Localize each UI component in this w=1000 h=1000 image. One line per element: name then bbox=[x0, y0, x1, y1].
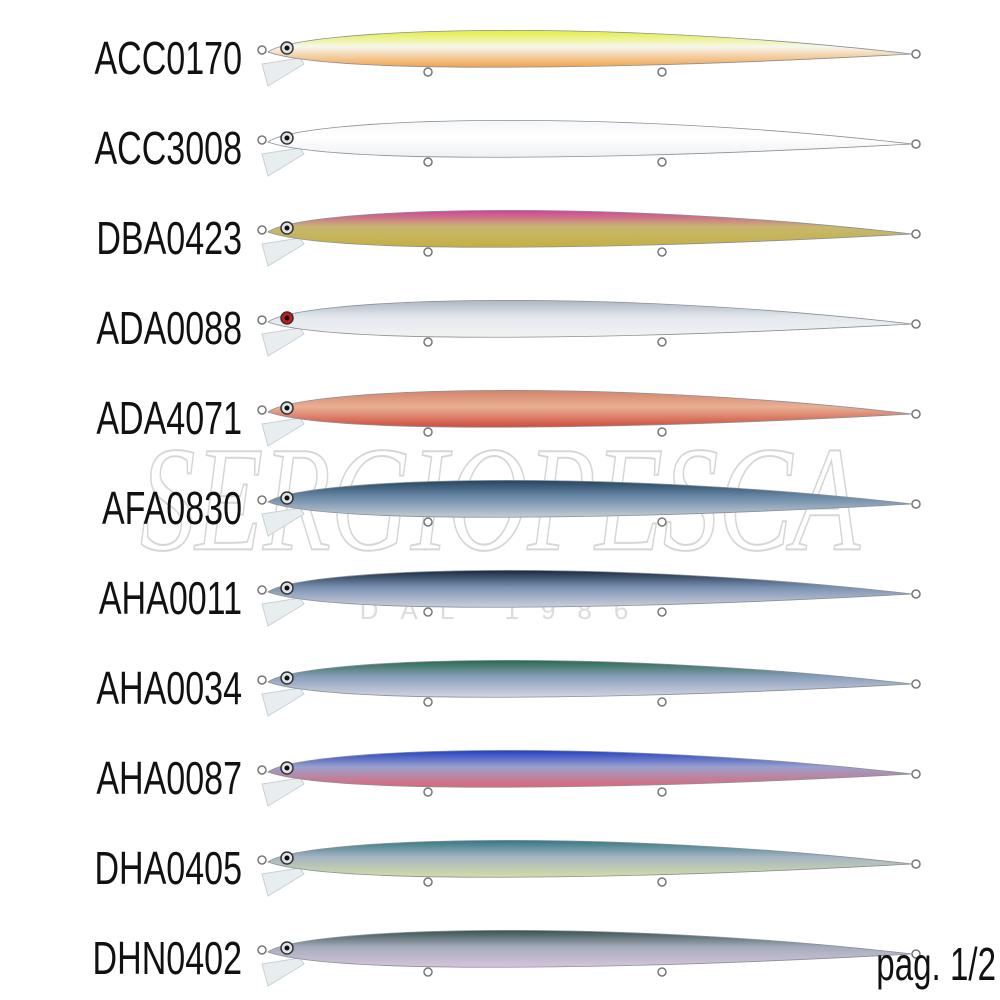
lure-pupil bbox=[284, 585, 290, 591]
lure-ring bbox=[257, 945, 267, 955]
lure-ring bbox=[423, 67, 433, 77]
lure-ring bbox=[423, 517, 433, 527]
lure-ring bbox=[657, 877, 667, 887]
page-number: pag. 1/2 bbox=[876, 940, 996, 990]
lure-lip bbox=[261, 327, 305, 357]
lure-body bbox=[267, 840, 913, 878]
lure-body bbox=[267, 660, 913, 698]
lure-code: ADA0088 bbox=[96, 302, 242, 354]
lure-pupil bbox=[284, 945, 290, 951]
lure-ring bbox=[911, 49, 921, 59]
lure-ring bbox=[911, 769, 921, 779]
lure-pupil bbox=[284, 135, 290, 141]
lure-ring bbox=[257, 405, 267, 415]
lure-ring bbox=[911, 499, 921, 509]
lure-ring bbox=[911, 229, 921, 239]
lure-ring bbox=[657, 427, 667, 437]
lure-list: ACC0170 ACC3008 DBA0423 ADA0088 ADA4071 AFA08… bbox=[93, 30, 921, 987]
lure-pupil bbox=[284, 315, 290, 321]
lure-row: ACC0170 bbox=[94, 30, 921, 87]
lure-row: AHA0011 bbox=[99, 570, 921, 627]
lure-ring bbox=[911, 679, 921, 689]
lure-code: ACC0170 bbox=[94, 32, 242, 84]
lure-ring bbox=[657, 247, 667, 257]
lure-ring bbox=[423, 247, 433, 257]
lure-ring bbox=[911, 319, 921, 329]
lure-ring bbox=[257, 45, 267, 55]
lure-ring bbox=[657, 967, 667, 977]
lure-ring bbox=[657, 697, 667, 707]
lure-code: AFA0830 bbox=[102, 482, 242, 534]
lure-row: ACC3008 bbox=[94, 120, 921, 177]
lure-code: DBA0423 bbox=[96, 212, 242, 264]
lure-body bbox=[267, 30, 913, 68]
lure-code: ADA4071 bbox=[96, 392, 242, 444]
lure-pupil bbox=[284, 45, 290, 51]
lure-code: ACC3008 bbox=[94, 122, 242, 174]
lure-ring bbox=[911, 859, 921, 869]
lure-body bbox=[267, 930, 913, 968]
lure-row: ADA0088 bbox=[96, 300, 921, 357]
lure-ring bbox=[257, 585, 267, 595]
lure-ring bbox=[423, 787, 433, 797]
lure-ring bbox=[657, 517, 667, 527]
lure-ring bbox=[911, 589, 921, 599]
lure-ring bbox=[657, 787, 667, 797]
lure-body bbox=[267, 750, 913, 788]
lure-lip bbox=[261, 237, 305, 267]
lure-pupil bbox=[284, 855, 290, 861]
lure-ring bbox=[257, 855, 267, 865]
lure-pupil bbox=[284, 405, 290, 411]
lure-body bbox=[267, 210, 913, 248]
lure-pupil bbox=[284, 675, 290, 681]
lure-row: DBA0423 bbox=[96, 210, 921, 267]
lure-row: AFA0830 bbox=[102, 480, 921, 537]
lure-ring bbox=[911, 139, 921, 149]
lure-row: DHN0402 bbox=[93, 930, 921, 987]
lure-row: ADA4071 bbox=[96, 390, 921, 447]
lure-ring bbox=[657, 157, 667, 167]
lure-ring bbox=[257, 675, 267, 685]
lure-lip bbox=[261, 57, 305, 87]
lure-ring bbox=[657, 607, 667, 617]
lure-code: AHA0011 bbox=[99, 572, 242, 624]
lure-ring bbox=[423, 427, 433, 437]
lure-lip bbox=[261, 687, 305, 717]
lure-ring bbox=[423, 697, 433, 707]
lure-ring bbox=[423, 157, 433, 167]
lure-code: AHA0087 bbox=[96, 752, 242, 804]
lure-pupil bbox=[284, 225, 290, 231]
lure-row: AHA0034 bbox=[96, 660, 921, 717]
lure-lip bbox=[261, 147, 305, 177]
lure-lip bbox=[261, 957, 305, 987]
lure-ring bbox=[257, 315, 267, 325]
lure-ring bbox=[257, 225, 267, 235]
lure-lip bbox=[261, 507, 305, 537]
lure-ring bbox=[657, 67, 667, 77]
lure-lip bbox=[261, 867, 305, 897]
lure-row: DHA0405 bbox=[94, 840, 921, 897]
lure-ring bbox=[423, 967, 433, 977]
lure-lip bbox=[261, 777, 305, 807]
lure-lip bbox=[261, 597, 305, 627]
lure-ring bbox=[911, 409, 921, 419]
lure-ring bbox=[911, 949, 921, 959]
lure-ring bbox=[423, 607, 433, 617]
lure-code: DHA0405 bbox=[94, 842, 242, 894]
lure-ring bbox=[423, 337, 433, 347]
lure-ring bbox=[257, 135, 267, 145]
lure-code: AHA0034 bbox=[96, 662, 242, 714]
lure-lip bbox=[261, 417, 305, 447]
lure-ring bbox=[257, 495, 267, 505]
lure-pupil bbox=[284, 765, 290, 771]
lure-code: DHN0402 bbox=[93, 932, 242, 984]
lure-body bbox=[267, 300, 913, 338]
lure-row: AHA0087 bbox=[96, 750, 921, 807]
lure-ring bbox=[423, 877, 433, 887]
lure-body bbox=[267, 120, 913, 158]
lure-ring bbox=[257, 765, 267, 775]
lure-ring bbox=[657, 337, 667, 347]
lure-pupil bbox=[284, 495, 290, 501]
